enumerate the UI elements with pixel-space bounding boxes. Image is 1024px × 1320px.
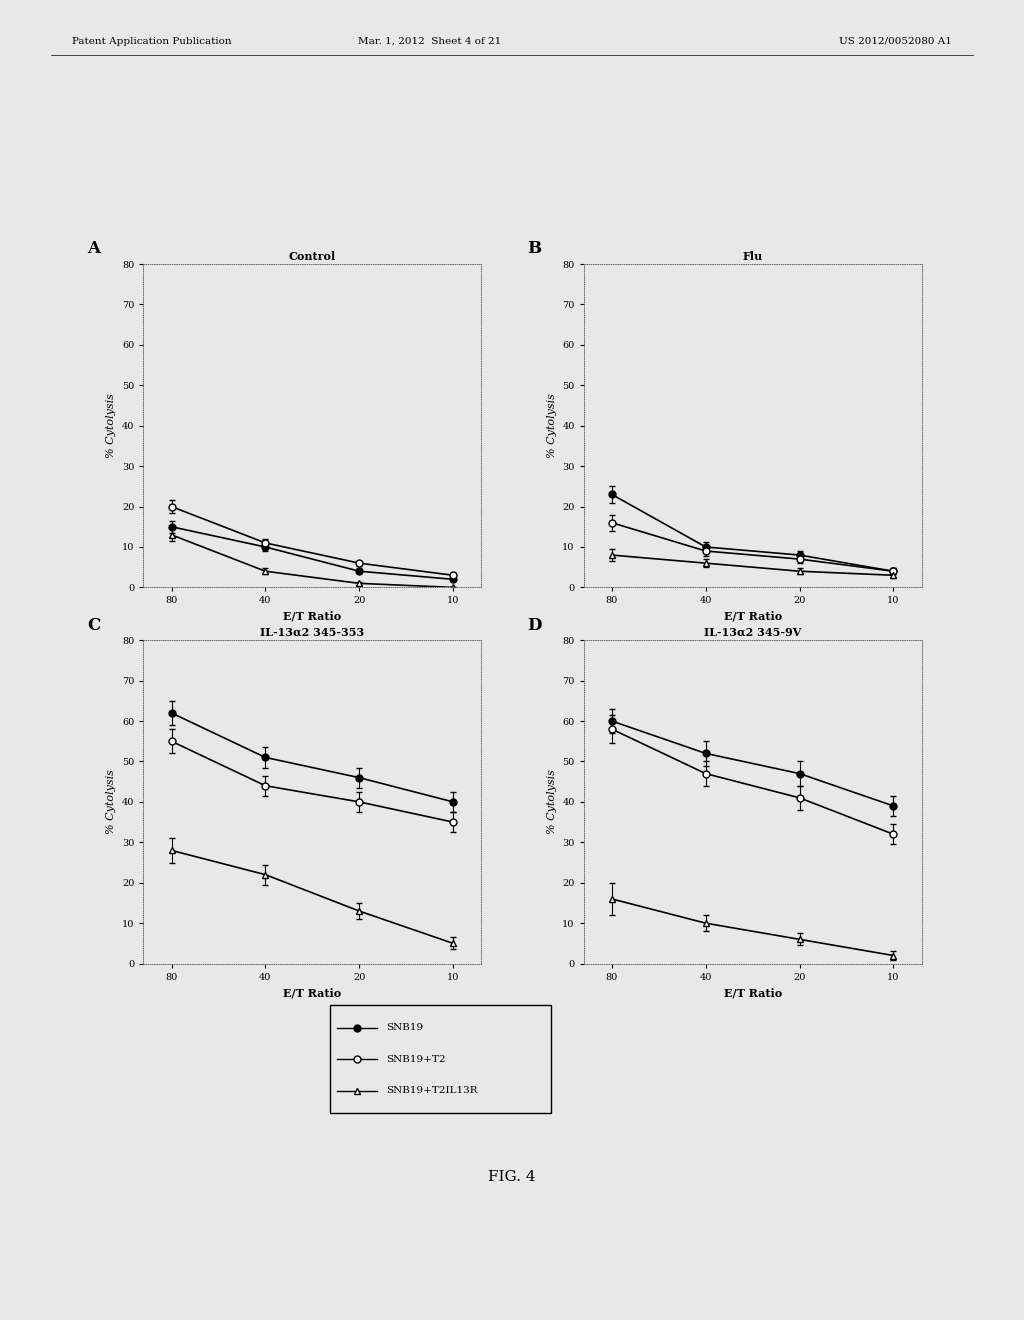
Title: IL-13α2 345-9V: IL-13α2 345-9V bbox=[703, 627, 802, 638]
Text: A: A bbox=[87, 240, 100, 257]
Text: Patent Application Publication: Patent Application Publication bbox=[72, 37, 231, 46]
Text: US 2012/0052080 A1: US 2012/0052080 A1 bbox=[840, 37, 952, 46]
Y-axis label: % Cytolysis: % Cytolysis bbox=[106, 393, 117, 458]
X-axis label: E/T Ratio: E/T Ratio bbox=[284, 987, 341, 998]
Text: D: D bbox=[527, 616, 542, 634]
Title: Control: Control bbox=[289, 251, 336, 261]
Y-axis label: % Cytolysis: % Cytolysis bbox=[106, 770, 117, 834]
Text: Mar. 1, 2012  Sheet 4 of 21: Mar. 1, 2012 Sheet 4 of 21 bbox=[358, 37, 502, 46]
Y-axis label: % Cytolysis: % Cytolysis bbox=[547, 393, 557, 458]
Title: Flu: Flu bbox=[742, 251, 763, 261]
X-axis label: E/T Ratio: E/T Ratio bbox=[724, 987, 781, 998]
Text: SNB19: SNB19 bbox=[386, 1023, 423, 1032]
Text: C: C bbox=[87, 616, 100, 634]
Y-axis label: % Cytolysis: % Cytolysis bbox=[547, 770, 557, 834]
Text: SNB19+T2: SNB19+T2 bbox=[386, 1055, 445, 1064]
FancyBboxPatch shape bbox=[330, 1006, 551, 1113]
Text: SNB19+T2IL13R: SNB19+T2IL13R bbox=[386, 1086, 478, 1096]
Text: FIG. 4: FIG. 4 bbox=[488, 1171, 536, 1184]
X-axis label: E/T Ratio: E/T Ratio bbox=[724, 611, 781, 622]
Title: IL-13α2 345-353: IL-13α2 345-353 bbox=[260, 627, 365, 638]
Text: B: B bbox=[527, 240, 542, 257]
X-axis label: E/T Ratio: E/T Ratio bbox=[284, 611, 341, 622]
